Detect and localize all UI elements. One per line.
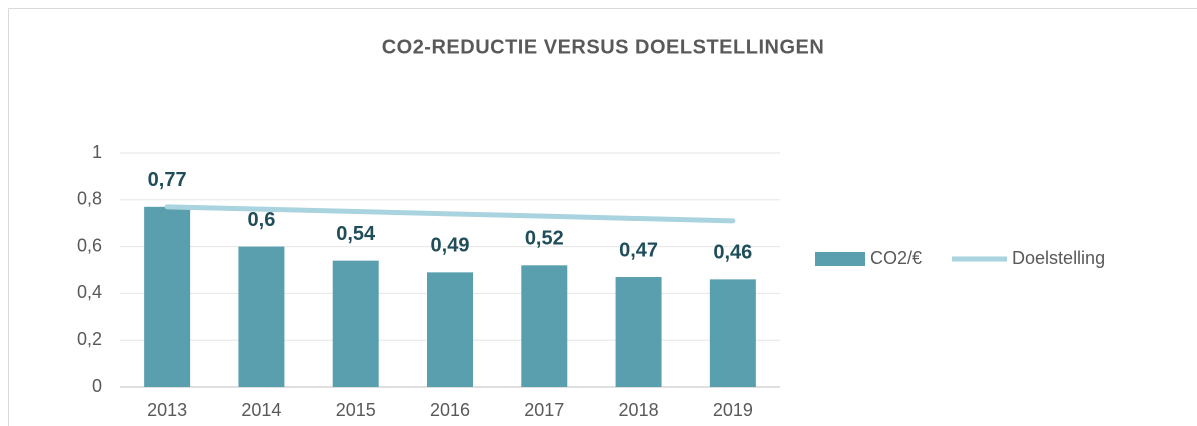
bar: [144, 206, 191, 387]
x-tick-label: 2015: [336, 400, 376, 420]
chart-title: CO2-REDUCTIE VERSUS DOELSTELLINGEN: [382, 36, 825, 58]
legend-label: Doelstelling: [1012, 248, 1105, 268]
x-tick-label: 2013: [147, 400, 187, 420]
y-tick-label: 1: [92, 142, 102, 162]
bar: [521, 265, 568, 387]
data-label: 0,52: [525, 228, 564, 250]
data-label: 0,6: [248, 209, 276, 231]
bar: [615, 277, 662, 387]
data-label: 0,54: [336, 223, 376, 245]
bar: [238, 246, 285, 387]
data-label: 0,49: [431, 235, 470, 257]
bar: [709, 279, 756, 387]
x-tick-label: 2014: [241, 400, 281, 420]
x-tick-label: 2019: [713, 400, 753, 420]
legend-label: CO2/€: [870, 248, 922, 268]
y-tick-label: 0,8: [77, 189, 102, 209]
y-tick-label: 0,2: [77, 329, 102, 349]
data-label: 0,46: [713, 242, 752, 264]
bar: [332, 260, 379, 387]
x-tick-label: 2016: [430, 400, 470, 420]
bar: [427, 272, 473, 387]
x-tick-label: 2017: [524, 400, 564, 420]
y-tick-label: 0,6: [77, 235, 102, 255]
data-label: 0,47: [619, 239, 658, 261]
y-tick-label: 0,4: [77, 282, 102, 302]
x-tick-label: 2018: [619, 400, 659, 420]
y-tick-label: 0: [92, 376, 102, 396]
data-label: 0,77: [148, 169, 187, 191]
legend-swatch: [815, 252, 865, 266]
line: [164, 204, 736, 224]
